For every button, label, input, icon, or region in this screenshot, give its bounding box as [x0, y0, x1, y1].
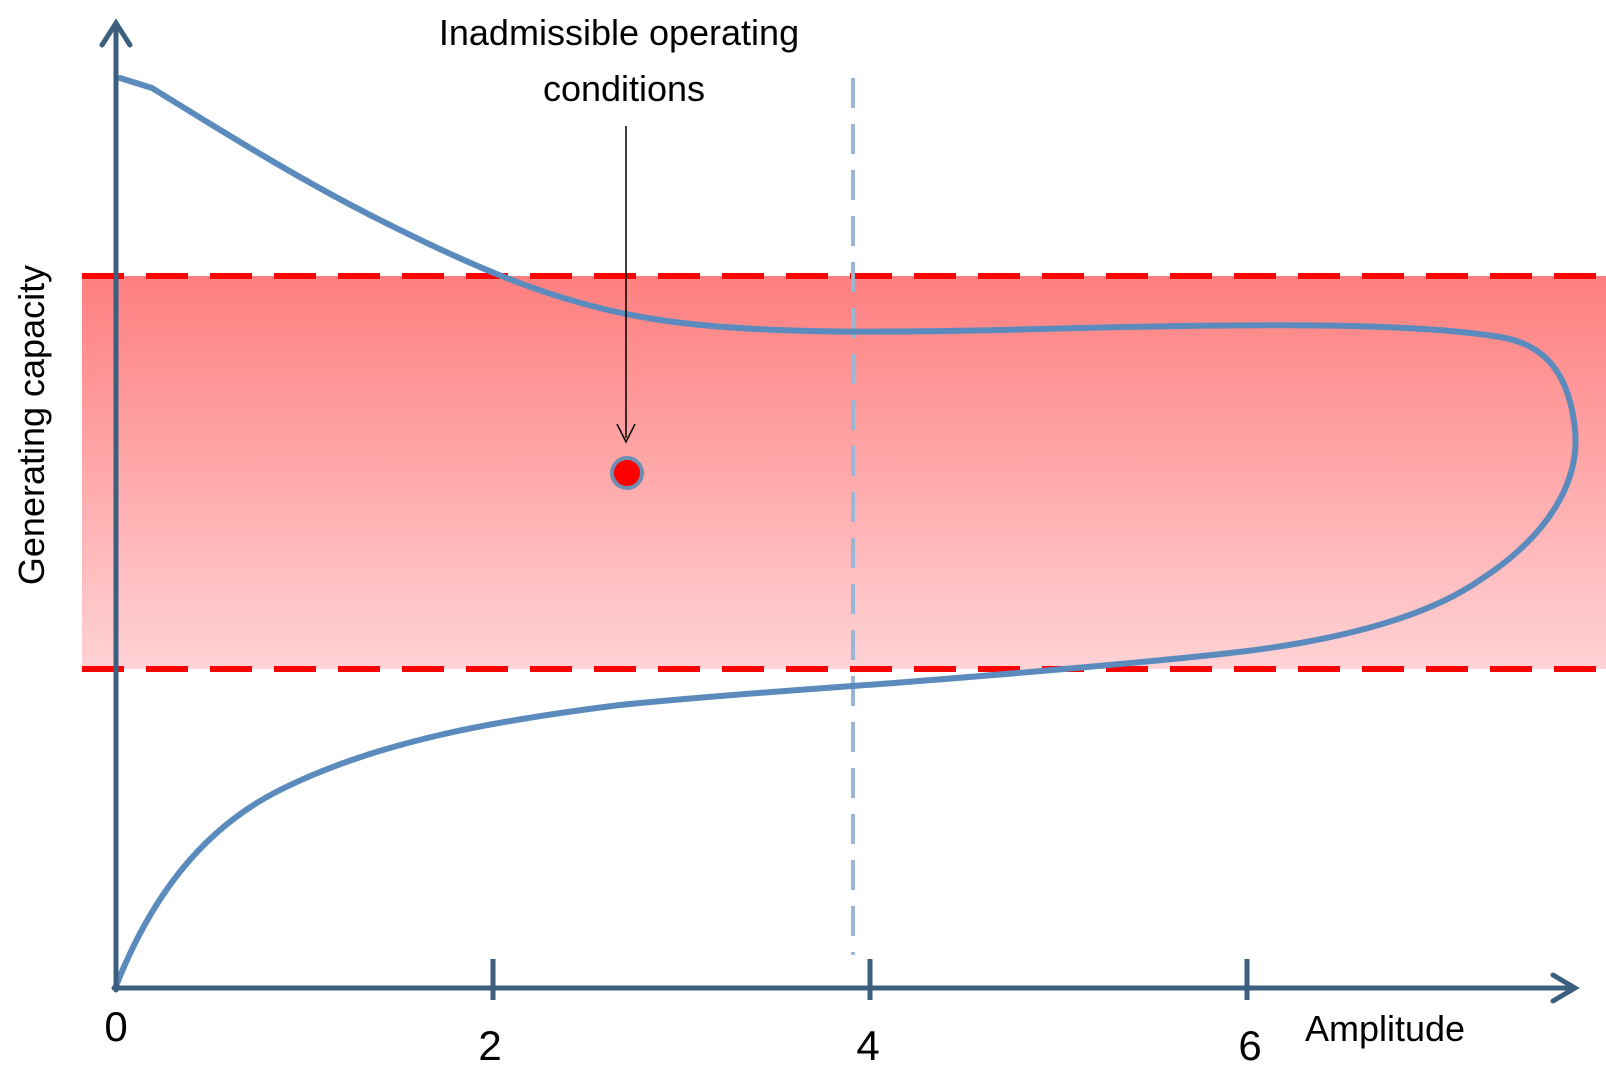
inadmissible-point-marker	[610, 456, 644, 490]
annotation: Inadmissible operating conditions	[439, 12, 799, 444]
x-axis-title: Amplitude	[1305, 1008, 1465, 1049]
x-axis-ticks: 0 2 4 6	[104, 959, 1262, 1065]
capacity-curve	[113, 75, 1579, 989]
axes	[99, 18, 1580, 1004]
x-axis-arrowhead	[1550, 972, 1580, 1004]
y-axis-arrowhead	[99, 18, 133, 48]
x-tick-label: 2	[478, 1022, 501, 1065]
y-axis-title: Generating capacity	[11, 265, 52, 585]
x-tick-label: 0	[104, 1003, 127, 1050]
x-tick-label: 4	[856, 1022, 879, 1065]
inadmissible-band	[82, 276, 1606, 669]
x-tick-label: 6	[1238, 1022, 1261, 1065]
annotation-line-1: Inadmissible operating	[439, 12, 799, 53]
annotation-arrowhead	[616, 423, 636, 444]
annotation-line-2: conditions	[543, 68, 705, 109]
